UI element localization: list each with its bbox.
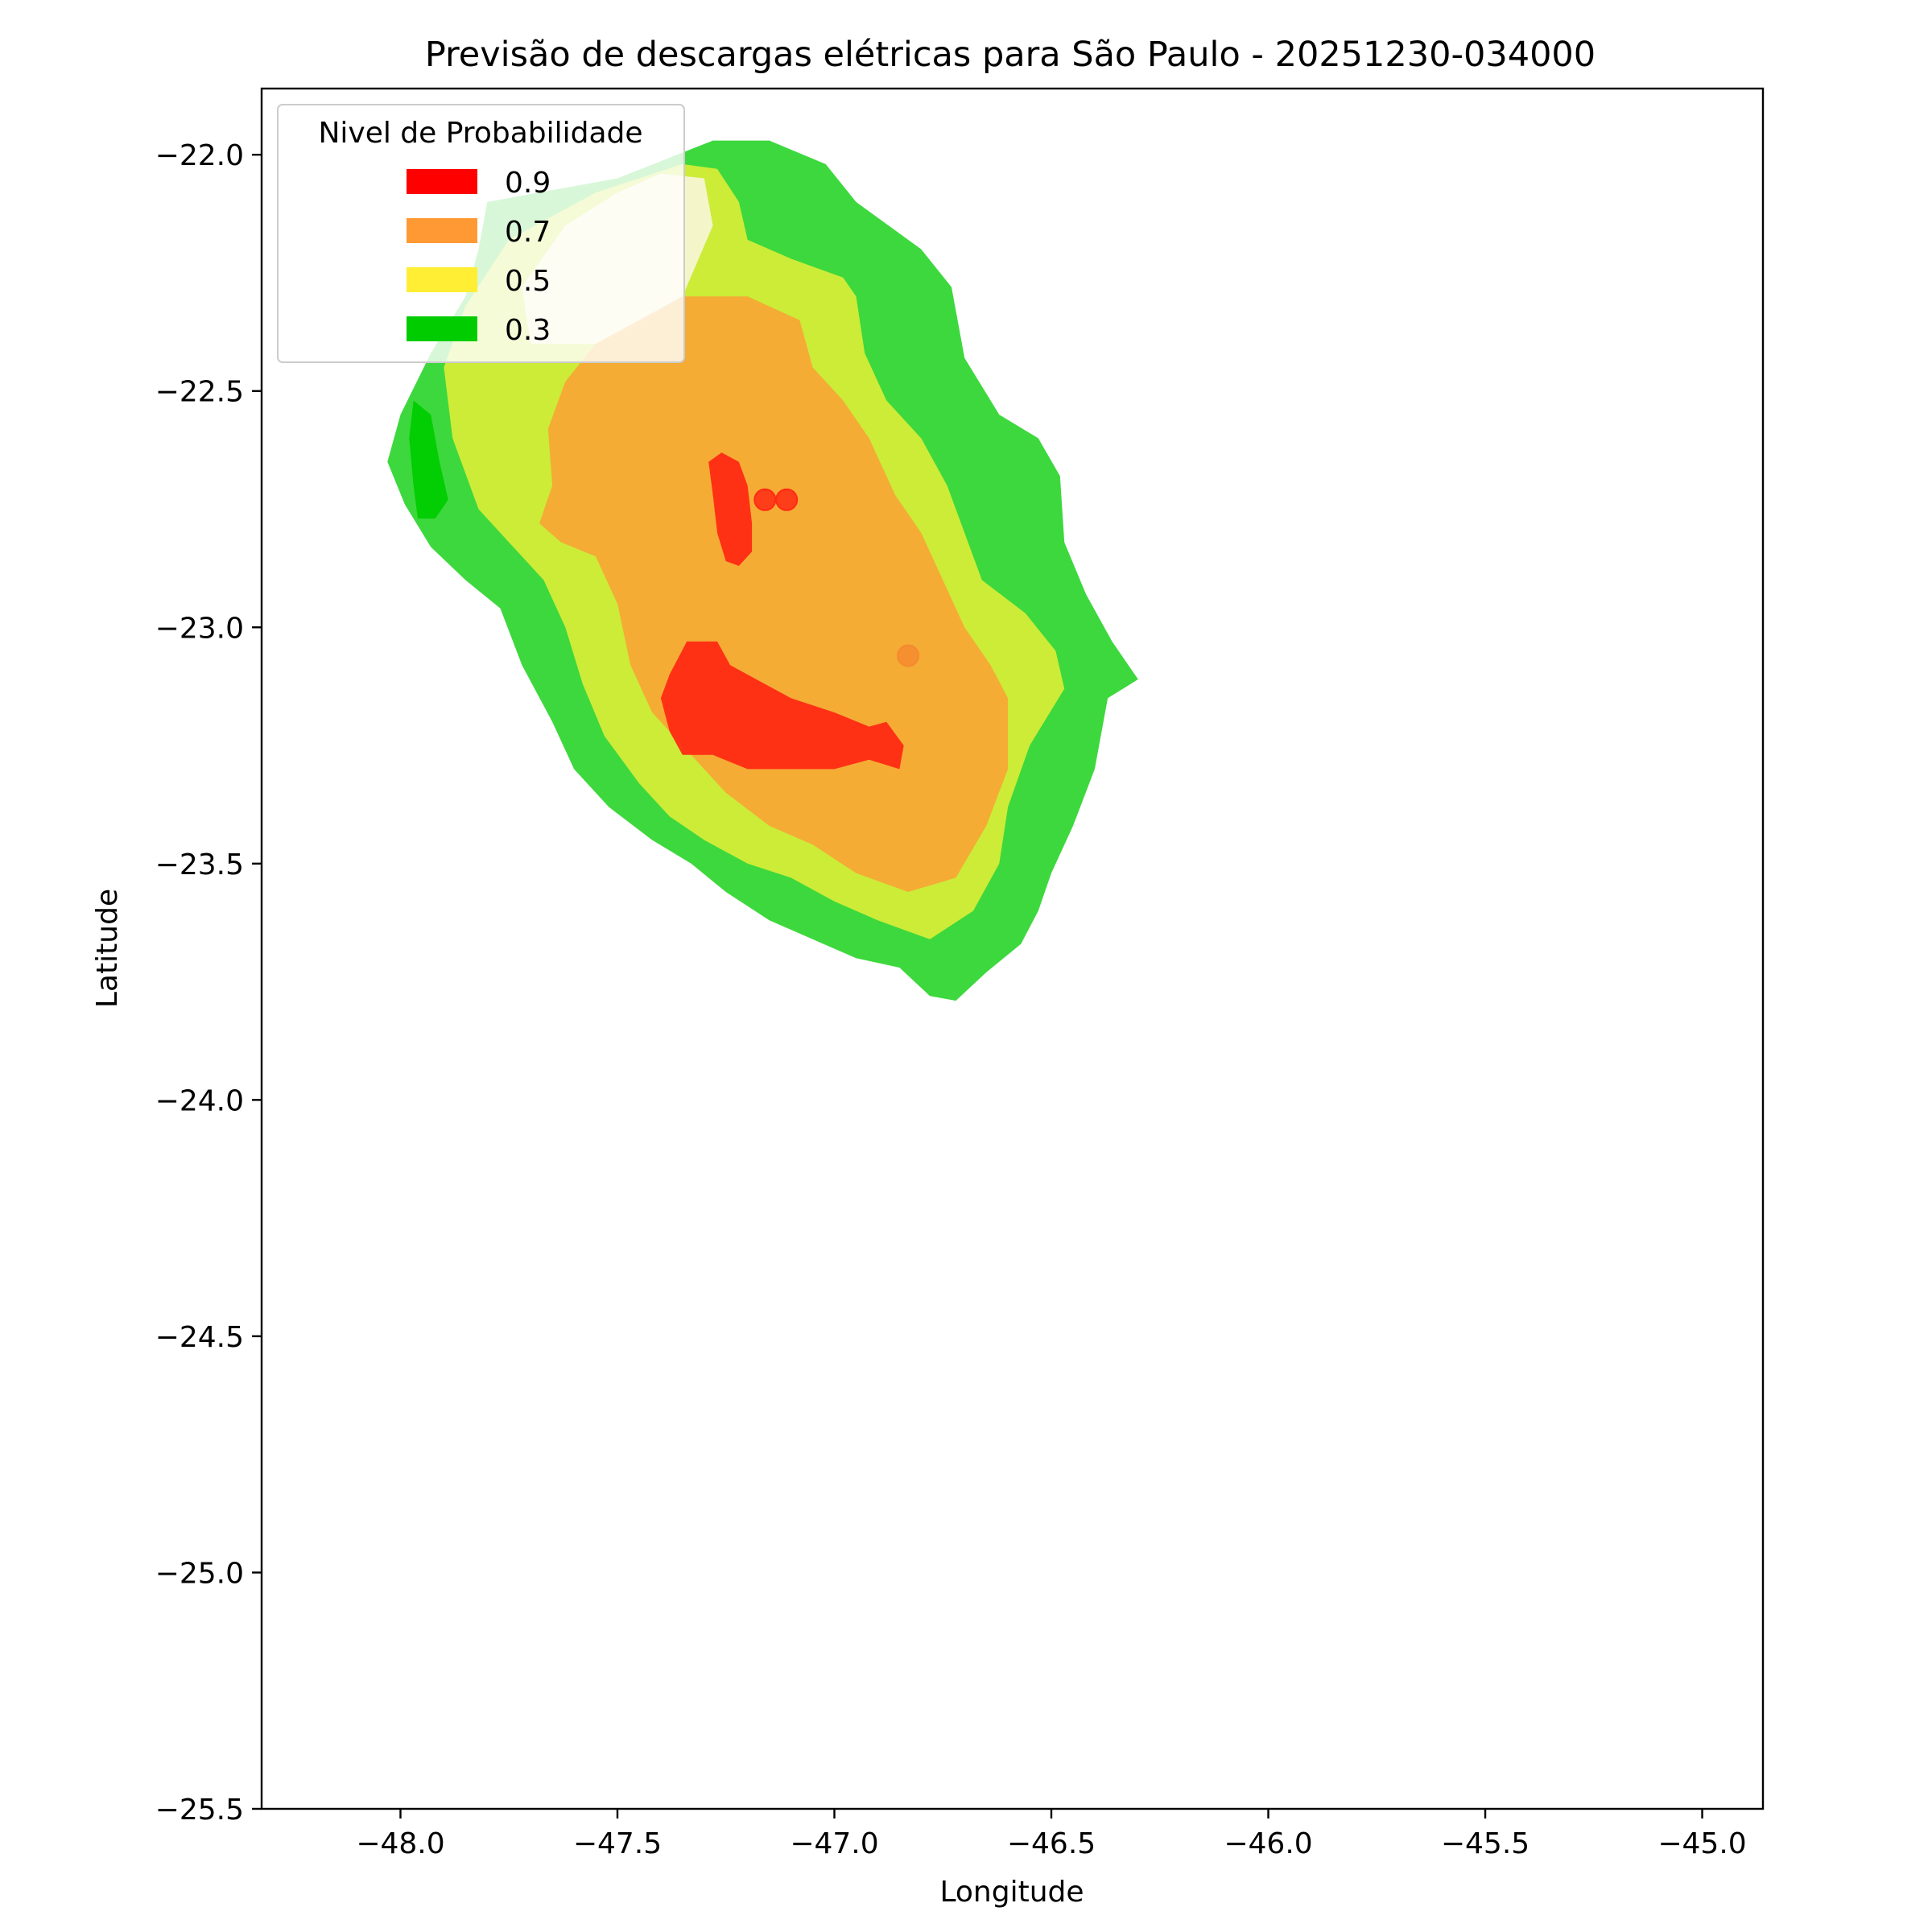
y-axis-ticks: −22.0 −22.5 −23.0 −23.5 −24.0 −24.5 −25.0 −25.5 <box>155 139 262 1827</box>
legend-label: 0.7 <box>505 216 551 249</box>
y-tick-label: −24.5 <box>155 1321 244 1354</box>
x-axis-label: Longitude <box>939 1876 1084 1909</box>
legend-swatch <box>407 267 477 292</box>
y-tick-label: −23.5 <box>155 848 244 881</box>
legend-label: 0.9 <box>505 167 551 200</box>
probability-region-0-9-5 <box>708 452 753 566</box>
marker-2 <box>897 644 920 667</box>
y-tick-label: −24.0 <box>155 1084 244 1117</box>
legend-label: 0.3 <box>505 314 551 347</box>
probability-region-0-3-1 <box>409 400 448 519</box>
marker-1 <box>775 488 799 511</box>
y-tick-label: −25.0 <box>155 1557 244 1590</box>
y-tick-label: −22.5 <box>155 376 244 409</box>
y-tick-label: −25.5 <box>155 1794 244 1827</box>
x-tick-label: −46.0 <box>1224 1827 1312 1860</box>
x-tick-label: −45.0 <box>1657 1827 1746 1860</box>
legend-entries: 0.9 0.7 0.5 0.3 <box>407 167 551 347</box>
plot-frame <box>260 87 1765 1810</box>
legend-swatch <box>407 316 477 341</box>
x-tick-label: −47.0 <box>790 1827 878 1860</box>
y-axis-label: Latitude <box>91 889 124 1008</box>
x-tick-label: −48.0 <box>356 1827 444 1860</box>
marker-0 <box>753 488 777 511</box>
legend-title: Nivel de Probabilidade <box>318 117 642 150</box>
x-axis-ticks: −48.0 −47.5 −47.0 −46.5 −46.0 −45.5 −45.0 <box>356 1809 1747 1860</box>
legend-swatch <box>407 218 477 243</box>
legend: Nivel de Probabilidade 0.9 0.7 0.5 0.3 <box>277 104 685 363</box>
x-tick-label: −46.5 <box>1007 1827 1096 1860</box>
legend-box <box>277 104 685 363</box>
legend-swatch <box>407 169 477 194</box>
probability-region-0-9-6 <box>660 641 904 770</box>
x-tick-label: −47.5 <box>573 1827 662 1860</box>
legend-label: 0.5 <box>505 265 551 298</box>
probability-markers <box>753 488 920 667</box>
y-tick-label: −22.0 <box>155 139 244 172</box>
y-tick-label: −23.0 <box>155 612 244 645</box>
x-tick-label: −45.5 <box>1441 1827 1530 1860</box>
chart-title: Previsão de descargas elétricas para São… <box>425 35 1596 75</box>
